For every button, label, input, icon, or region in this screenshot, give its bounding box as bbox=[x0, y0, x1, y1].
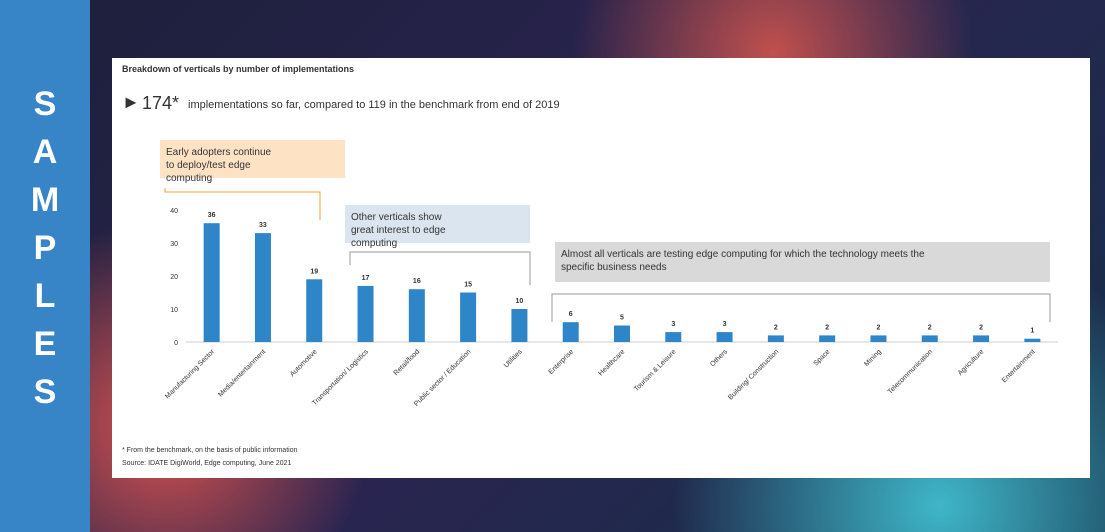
value-label: 3 bbox=[723, 321, 727, 328]
value-label: 2 bbox=[928, 324, 932, 331]
annotation-line: Early adopters continue bbox=[166, 147, 272, 158]
value-label: 10 bbox=[516, 298, 524, 305]
chart-title: Breakdown of verticals by number of impl… bbox=[122, 64, 354, 74]
bar bbox=[511, 309, 528, 342]
bar bbox=[203, 223, 220, 342]
x-tick-label: Enterprise bbox=[548, 348, 576, 376]
value-label: 15 bbox=[464, 282, 472, 289]
bracket bbox=[349, 251, 531, 285]
x-tick-label: Media/entertainment bbox=[217, 348, 267, 398]
value-label: 16 bbox=[413, 278, 421, 285]
value-label: 36 bbox=[208, 212, 216, 219]
y-tick-label: 20 bbox=[170, 274, 178, 281]
value-label: 19 bbox=[310, 268, 318, 275]
value-label: 6 bbox=[569, 311, 573, 318]
x-tick-label: Transportation/ Logistics bbox=[311, 348, 370, 407]
annotation: Other verticals show great interest to ed… bbox=[351, 212, 446, 249]
annotation-line: Almost all verticals are testing edge co… bbox=[561, 249, 925, 260]
bar bbox=[254, 233, 271, 342]
annotation-line: specific business needs bbox=[561, 262, 667, 273]
annotation-box bbox=[345, 205, 530, 243]
value-label: 2 bbox=[877, 324, 881, 331]
x-tick-label: Retail/food bbox=[393, 348, 422, 377]
annotation-line: Other verticals show bbox=[351, 212, 442, 223]
bar bbox=[357, 285, 374, 342]
bar bbox=[921, 335, 938, 342]
bar bbox=[870, 335, 887, 342]
bar bbox=[614, 325, 630, 342]
x-tick-label: Manufacturing Sector bbox=[164, 348, 216, 400]
headline-text: implementations so far, compared to 119 … bbox=[188, 99, 560, 111]
value-label: 2 bbox=[825, 324, 829, 331]
value-label: 3 bbox=[671, 321, 675, 328]
value-label: 2 bbox=[774, 324, 778, 331]
x-tick-label: Automotive bbox=[289, 348, 319, 378]
x-tick-label: Utilities bbox=[503, 348, 524, 369]
annotation-line: computing bbox=[351, 238, 397, 249]
y-tick-label: 30 bbox=[170, 241, 178, 248]
value-label: 5 bbox=[620, 315, 624, 322]
x-tick-label: Building/ Construction bbox=[727, 348, 780, 401]
x-tick-label: Public sector / Education bbox=[413, 348, 473, 408]
x-tick-label: Space bbox=[813, 348, 832, 367]
annotation: Early adopters continue to deploy/test ed… bbox=[166, 147, 272, 184]
footnote: * From the benchmark, on the basis of pu… bbox=[122, 447, 298, 454]
bar bbox=[460, 292, 477, 342]
y-tick-label: 0 bbox=[174, 340, 178, 347]
x-tick-label: Mining bbox=[863, 348, 883, 368]
annotation-box bbox=[555, 242, 1050, 282]
bracket bbox=[551, 293, 1051, 322]
bar bbox=[819, 335, 836, 342]
bar bbox=[665, 332, 682, 342]
bracket bbox=[164, 188, 321, 220]
headline-number: 174* bbox=[142, 93, 179, 113]
annotation-line: great interest to edge bbox=[351, 225, 446, 236]
headline-arrow: ► bbox=[122, 92, 140, 112]
bar bbox=[408, 289, 425, 342]
source: Source: IDATE DigiWorld, Edge computing,… bbox=[122, 460, 291, 467]
value-label: 33 bbox=[259, 222, 267, 229]
bar bbox=[562, 322, 579, 342]
sidebar: SAMPLES bbox=[0, 0, 90, 532]
sidebar-label: SAMPLES bbox=[30, 85, 60, 411]
bar bbox=[1024, 338, 1041, 342]
x-tick-label: Tourism & Leisure bbox=[633, 348, 678, 393]
x-tick-label: Others bbox=[709, 348, 729, 368]
bar bbox=[973, 335, 990, 342]
x-tick-label: Telecommunication bbox=[887, 348, 934, 395]
bar bbox=[716, 332, 733, 342]
annotation-line: to deploy/test edge bbox=[166, 160, 251, 171]
annotation-line: computing bbox=[166, 173, 212, 184]
y-tick-label: 40 bbox=[170, 208, 178, 215]
bar bbox=[306, 279, 323, 342]
value-label: 1 bbox=[1030, 328, 1034, 335]
bar bbox=[767, 335, 784, 342]
x-tick-label: Agriculture bbox=[957, 348, 986, 377]
y-tick-label: 10 bbox=[170, 307, 178, 314]
annotation: Almost all verticals are testing edge co… bbox=[561, 249, 925, 273]
value-label: 17 bbox=[362, 275, 370, 282]
annotation-box bbox=[160, 140, 345, 178]
x-tick-label: Entertainment bbox=[1001, 348, 1037, 384]
value-label: 2 bbox=[979, 324, 983, 331]
x-tick-label: Healthcare bbox=[598, 348, 627, 377]
